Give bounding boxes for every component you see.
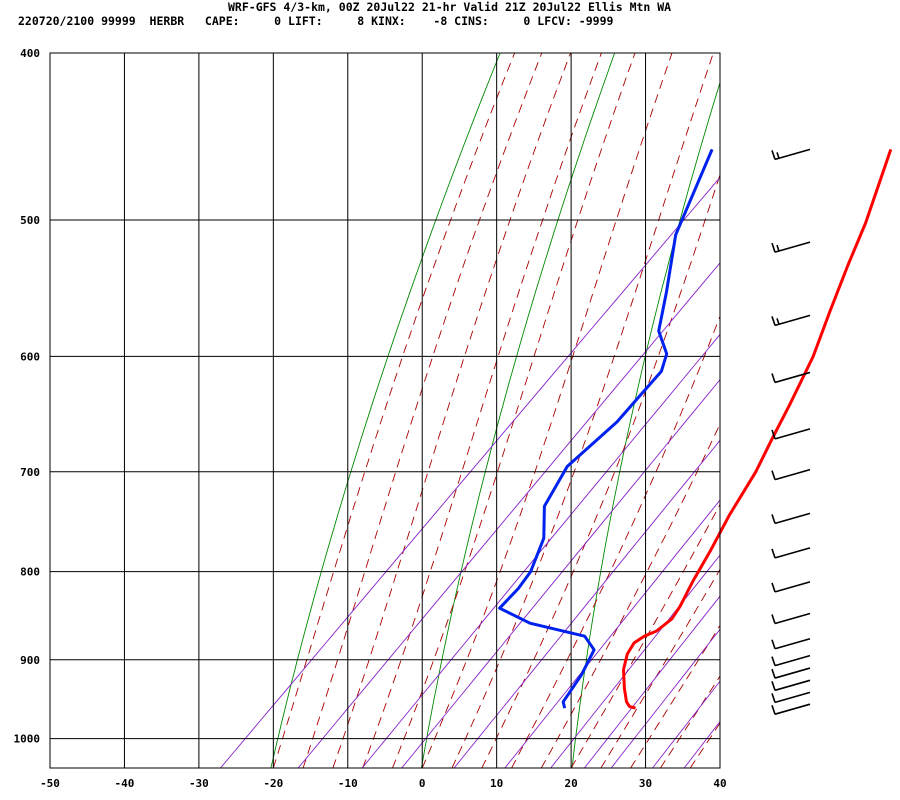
- pressure-label-1000: 1000: [14, 733, 41, 746]
- plot-frame: [49, 52, 721, 769]
- wind-barb: [771, 547, 811, 559]
- wind-barb: [771, 241, 811, 253]
- moist-adiabat: [391, 53, 636, 768]
- pressure-label-600: 600: [20, 350, 40, 363]
- pressure-label-800: 800: [20, 566, 40, 579]
- temp-label-40: 40: [713, 777, 726, 790]
- wind-barb: [771, 679, 811, 692]
- mixing-ratio-line: [361, 333, 720, 768]
- moist-adiabat: [540, 422, 720, 768]
- moist-adiabat: [451, 53, 714, 768]
- wind-barb: [771, 371, 811, 384]
- pressure-label-500: 500: [20, 214, 40, 227]
- moist-adiabat: [332, 53, 572, 768]
- dewpoint-profile: [498, 148, 714, 709]
- mixing-ratio-line: [550, 554, 720, 768]
- adiabat-lines: [219, 0, 900, 783]
- dry-adiabat: [270, 53, 501, 768]
- temp-label--40: -40: [115, 777, 135, 790]
- moist-adiabat: [481, 173, 720, 768]
- dry-adiabat: [571, 81, 720, 768]
- wind-barb: [771, 703, 811, 715]
- wind-barb: [771, 581, 811, 593]
- chart-title: WRF-GFS 4/3-km, 00Z 20Jul22 21-hr Valid …: [228, 0, 672, 14]
- temperature-profile: [622, 148, 893, 710]
- moist-adiabat: [362, 53, 602, 768]
- moist-adiabat: [302, 53, 543, 768]
- mixing-ratio-line: [583, 595, 720, 768]
- wind-barb: [771, 148, 811, 161]
- wind-barb: [771, 667, 811, 679]
- mixing-ratio-line: [651, 680, 720, 768]
- mixing-ratio-line: [683, 720, 720, 768]
- mixing-ratio-line: [504, 499, 720, 768]
- moist-adiabat: [511, 314, 720, 768]
- moist-adiabat: [630, 624, 720, 768]
- dry-adiabat: [873, 15, 900, 783]
- pressure-label-900: 900: [20, 654, 40, 667]
- mixing-ratio-line: [710, 15, 900, 783]
- temp-label-10: 10: [490, 777, 503, 790]
- sounding-profiles: [498, 148, 893, 710]
- axis-labels: 400 500 600 700 800 900 1000 -50 -40 -30 -20 -10 0 10…: [14, 47, 727, 790]
- temp-label--10: -10: [338, 777, 358, 790]
- dry-adiabat: [722, 15, 855, 783]
- mixing-ratio-line: [219, 176, 720, 768]
- wind-barbs: [771, 148, 811, 715]
- temp-label-20: 20: [564, 777, 577, 790]
- moist-adiabat: [660, 675, 720, 768]
- mixing-ratio-line: [401, 378, 720, 768]
- mixing-ratio-line: [297, 262, 720, 768]
- wind-barb: [771, 512, 811, 525]
- moist-adiabat: [570, 503, 720, 768]
- temp-label--50: -50: [40, 777, 60, 790]
- grid-lines: [50, 52, 721, 768]
- temp-label--30: -30: [189, 777, 209, 790]
- mixing-ratio-line: [610, 628, 720, 768]
- moist-adiabat: [272, 53, 516, 768]
- mixing-ratio-line: [453, 439, 720, 768]
- temp-label-0: 0: [419, 777, 426, 790]
- temp-label--20: -20: [263, 777, 283, 790]
- moist-adiabat: [421, 53, 673, 768]
- wind-barb: [771, 314, 811, 327]
- temp-label-30: 30: [639, 777, 652, 790]
- moist-adiabat: [689, 722, 720, 768]
- pressure-label-400: 400: [20, 47, 40, 60]
- wind-barb: [771, 428, 811, 440]
- wind-barb: [771, 637, 811, 650]
- moist-adiabat: [719, 767, 720, 768]
- wind-barb: [771, 612, 811, 625]
- pressure-label-700: 700: [20, 466, 40, 479]
- moist-adiabat: [750, 0, 900, 768]
- wind-barb: [771, 654, 811, 667]
- dry-adiabat: [420, 53, 616, 768]
- wind-barb: [771, 691, 811, 704]
- wind-barb: [771, 468, 811, 481]
- sounding-indices: 220720/2100 99999 HERBR CAPE: 0 LIFT: 8 …: [18, 14, 614, 28]
